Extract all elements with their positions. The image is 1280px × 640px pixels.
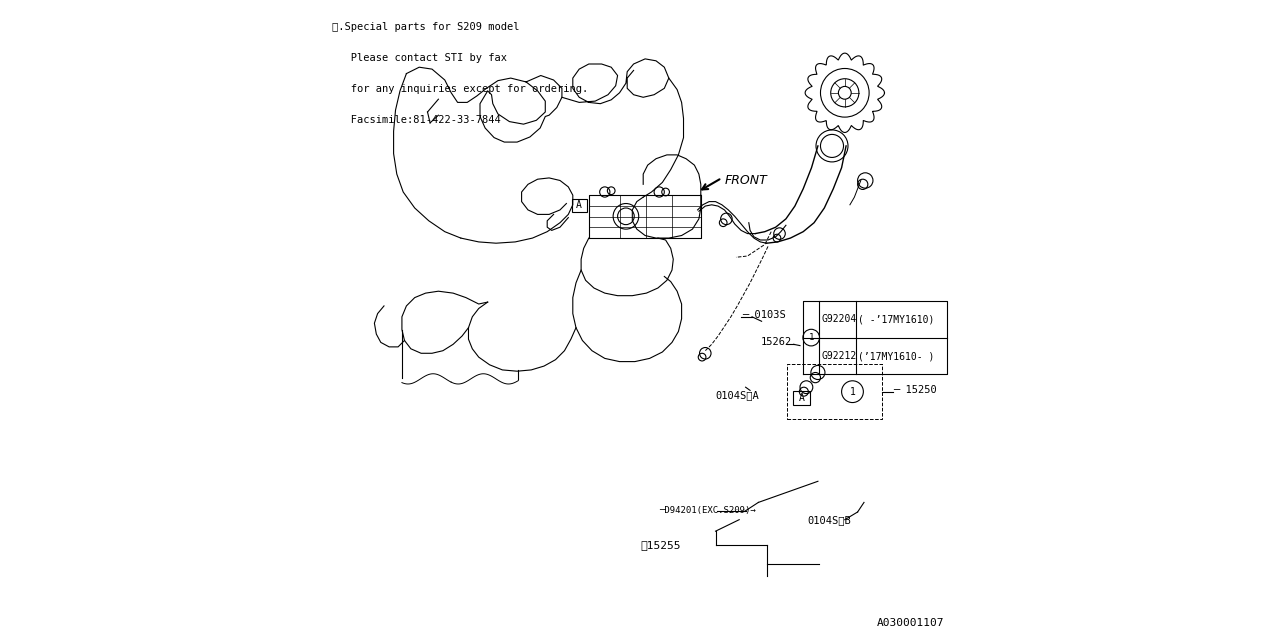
Text: ※15255: ※15255 <box>640 540 681 550</box>
Text: ─ 0103S: ─ 0103S <box>742 310 786 320</box>
Text: G92212: G92212 <box>822 351 856 361</box>
Text: for any inquiries except for ordering.: for any inquiries except for ordering. <box>332 84 588 94</box>
Text: A030001107: A030001107 <box>877 618 945 628</box>
Text: 1: 1 <box>850 387 855 397</box>
Text: A: A <box>576 200 582 211</box>
FancyBboxPatch shape <box>571 199 586 212</box>
Text: (’17MY1610- ): (’17MY1610- ) <box>858 351 934 361</box>
Text: A: A <box>799 393 804 403</box>
Text: 1: 1 <box>809 333 814 342</box>
Text: Please contact STI by fax: Please contact STI by fax <box>332 53 507 63</box>
Text: G92204: G92204 <box>822 314 856 324</box>
Text: 0104S※B: 0104S※B <box>808 515 851 525</box>
Text: ─ 15250: ─ 15250 <box>893 385 937 396</box>
Text: ─D94201(EXC.S209)→: ─D94201(EXC.S209)→ <box>659 506 756 515</box>
Text: ※.Special parts for S209 model: ※.Special parts for S209 model <box>332 22 518 33</box>
FancyBboxPatch shape <box>794 391 810 405</box>
Text: 15262: 15262 <box>760 337 791 348</box>
Text: 0104S※A: 0104S※A <box>716 390 759 401</box>
Text: FRONT: FRONT <box>724 174 767 187</box>
Text: ( -’17MY1610): ( -’17MY1610) <box>858 314 934 324</box>
Text: Facsimile:81-422-33-7844: Facsimile:81-422-33-7844 <box>332 115 500 125</box>
